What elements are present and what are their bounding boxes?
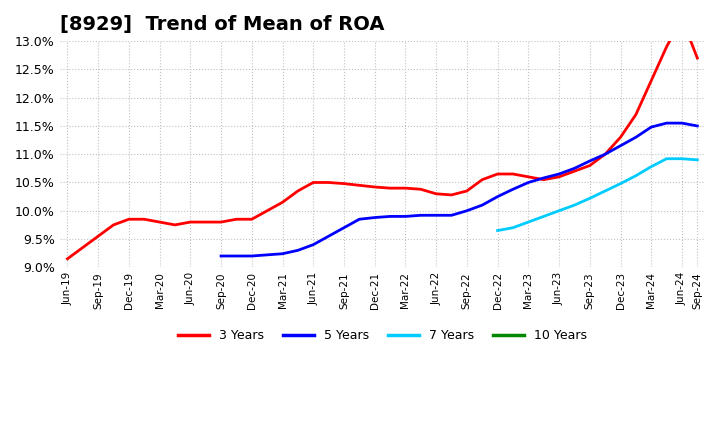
Legend: 3 Years, 5 Years, 7 Years, 10 Years: 3 Years, 5 Years, 7 Years, 10 Years: [173, 324, 592, 347]
Text: [8929]  Trend of Mean of ROA: [8929] Trend of Mean of ROA: [60, 15, 384, 34]
